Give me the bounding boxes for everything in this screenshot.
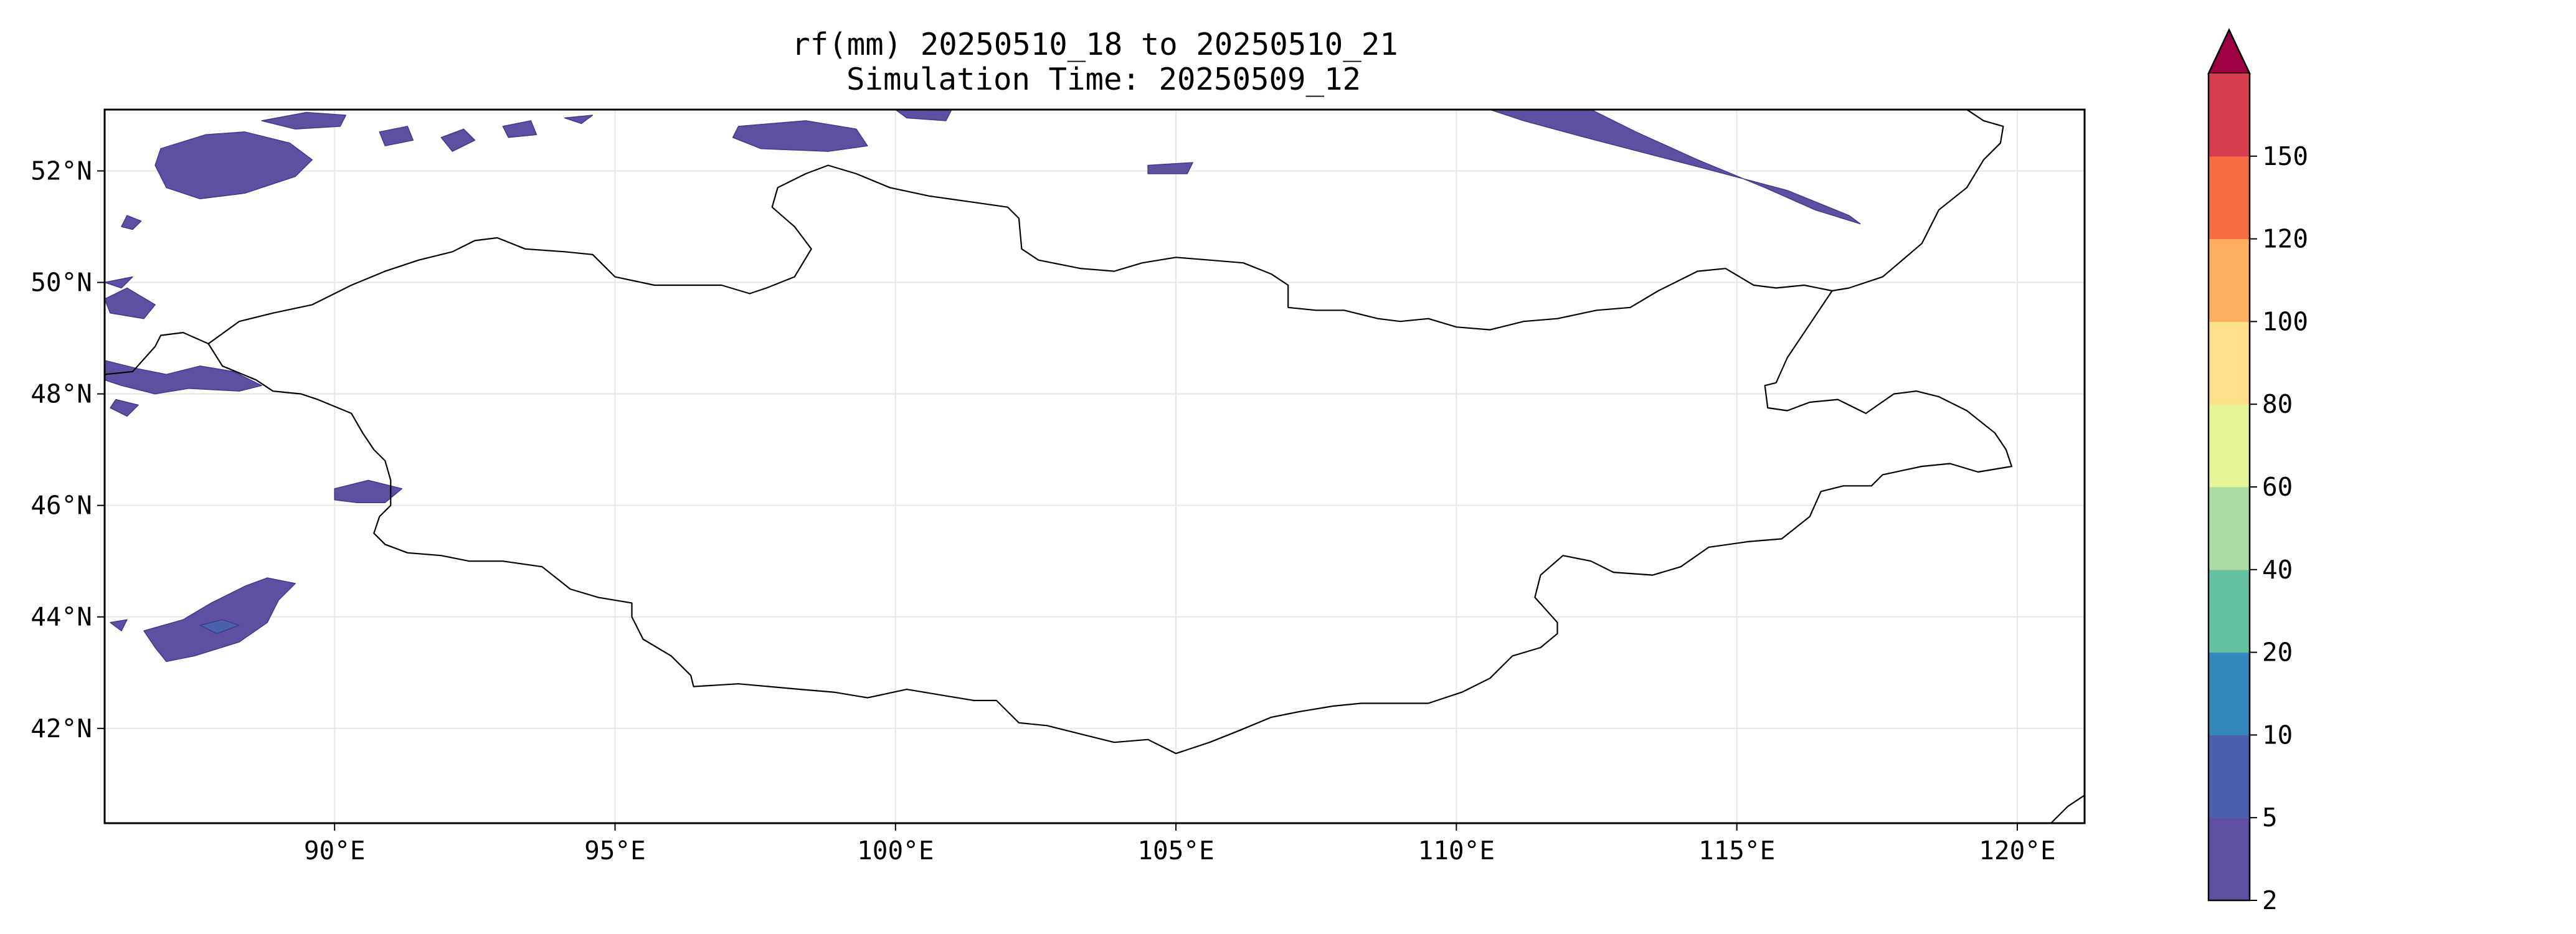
colorbar-segment bbox=[2209, 238, 2250, 322]
colorbar-tick-label: 2 bbox=[2262, 885, 2278, 915]
latitude-ticks: 52°N 50°N 48°N 46°N 44°N 42°N bbox=[31, 156, 105, 743]
precip-area bbox=[105, 287, 156, 319]
colorbar-segment bbox=[2209, 487, 2250, 570]
precip-area bbox=[154, 131, 313, 200]
colorbar-outline bbox=[2207, 28, 2251, 902]
lon-tick-label: 115°E bbox=[1698, 836, 1775, 866]
lat-tick-label: 48°N bbox=[31, 379, 92, 409]
colorbar-segment bbox=[2209, 818, 2250, 901]
precip-area bbox=[334, 479, 403, 503]
lat-tick-label: 50°N bbox=[31, 268, 92, 298]
colorbar-tick-label: 40 bbox=[2262, 555, 2293, 585]
map-panel: 90°E 95°E 100°E 105°E 110°E 115°E 120°E 52°N 50… bbox=[31, 108, 2086, 866]
precipitation-layer bbox=[105, 110, 1861, 663]
colorbar-segment bbox=[2209, 321, 2250, 405]
lon-tick-label: 105°E bbox=[1137, 836, 1214, 866]
colorbar-extend-arrow bbox=[2207, 28, 2251, 75]
longitude-ticks: 90°E 95°E 100°E 105°E 110°E 115°E 120°E bbox=[304, 823, 2056, 866]
precip-area bbox=[564, 115, 594, 125]
colorbar-segment bbox=[2209, 652, 2250, 735]
china-kazakhstan-border bbox=[105, 331, 209, 375]
colorbar-tick-label: 10 bbox=[2262, 720, 2293, 750]
colorbar-segment bbox=[2209, 73, 2250, 157]
northeast-border bbox=[1832, 110, 2004, 292]
precip-area bbox=[1147, 162, 1193, 174]
precip-area bbox=[143, 577, 296, 663]
colorbar-segment bbox=[2209, 735, 2250, 818]
lat-tick-label: 46°N bbox=[31, 491, 92, 521]
gridlines bbox=[105, 110, 2085, 823]
boundary-layer bbox=[105, 110, 2085, 823]
precip-area bbox=[732, 120, 868, 152]
map-background bbox=[105, 110, 2085, 823]
lon-tick-label: 95°E bbox=[584, 836, 646, 866]
colorbar-tick-label: 120 bbox=[2262, 224, 2308, 254]
colorbar: 2 5 10 20 40 60 80 100 120 150 bbox=[2207, 28, 2308, 915]
precip-area bbox=[105, 360, 262, 395]
map-frame bbox=[103, 108, 2086, 824]
map-title-line2: Simulation Time: 20250509_12 bbox=[846, 62, 1361, 97]
colorbar-tick-label: 80 bbox=[2262, 389, 2293, 419]
lon-tick-label: 100°E bbox=[857, 836, 934, 866]
lat-tick-label: 52°N bbox=[31, 156, 92, 186]
lon-tick-label: 120°E bbox=[1979, 836, 2055, 866]
colorbar-segment bbox=[2209, 156, 2250, 240]
lat-tick-label: 42°N bbox=[31, 714, 92, 743]
colorbar-segment bbox=[2209, 569, 2250, 653]
lat-tick-label: 44°N bbox=[31, 602, 92, 632]
mongolia-border bbox=[207, 164, 2012, 755]
precip-area bbox=[895, 110, 952, 121]
precip-area bbox=[440, 128, 476, 152]
precip-area bbox=[261, 111, 346, 130]
lon-tick-label: 90°E bbox=[304, 836, 366, 866]
precip-area bbox=[379, 126, 414, 146]
southeast-coastline bbox=[2050, 795, 2085, 823]
precip-area bbox=[502, 120, 537, 138]
colorbar-tick-label: 150 bbox=[2262, 141, 2308, 171]
colorbar-tick-label: 60 bbox=[2262, 472, 2293, 502]
map-title-line1: rf(mm) 20250510_18 to 20250510_21 bbox=[792, 27, 1398, 62]
precip-area bbox=[105, 276, 133, 289]
colorbar-tick-label: 5 bbox=[2262, 803, 2278, 833]
precip-area bbox=[110, 619, 128, 631]
precip-area bbox=[110, 399, 139, 417]
colorbar-tick-label: 20 bbox=[2262, 638, 2293, 667]
lon-tick-label: 110°E bbox=[1418, 836, 1495, 866]
precip-area bbox=[199, 619, 240, 634]
colorbar-tick-label: 100 bbox=[2262, 306, 2308, 336]
colorbar-segment bbox=[2209, 404, 2250, 488]
precip-area bbox=[121, 215, 142, 230]
precip-area bbox=[1489, 110, 1861, 225]
